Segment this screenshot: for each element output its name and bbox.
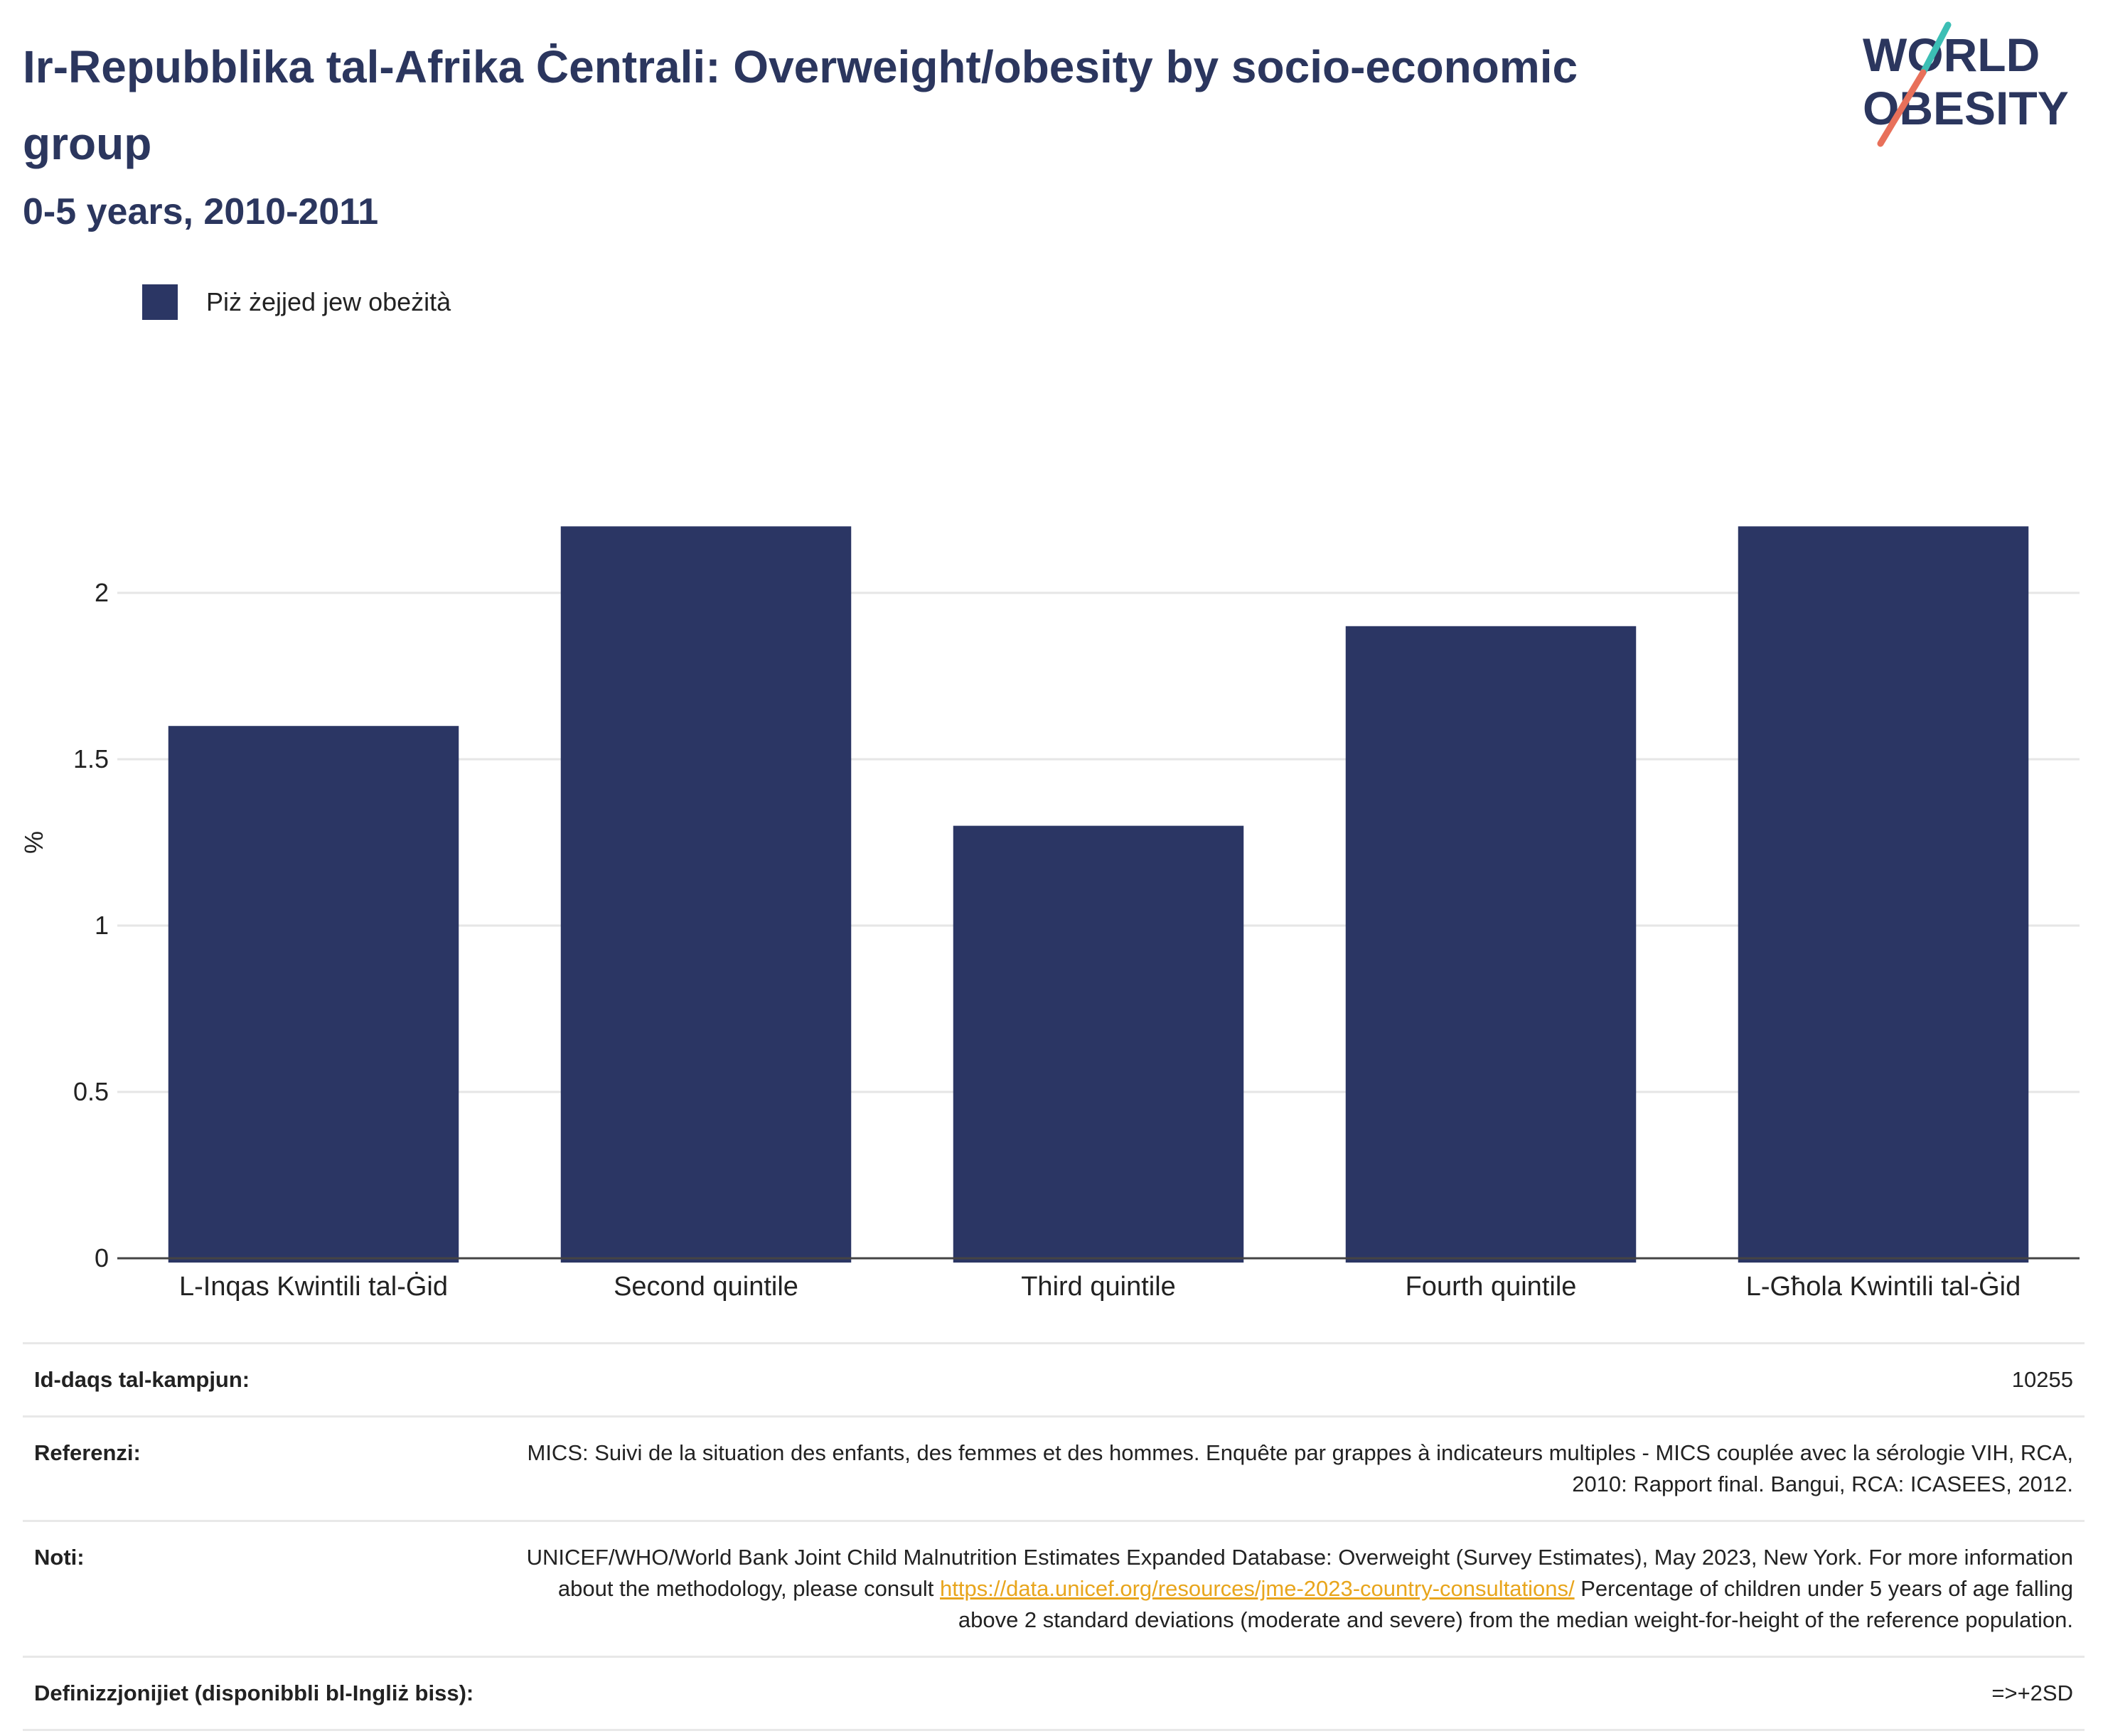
y-tick-label: 0.5 <box>73 1077 109 1106</box>
x-tick-labels: L-Inqas Kwintili tal-Ġid Second quintile T… <box>179 1270 2021 1302</box>
bar <box>168 726 459 1263</box>
y-tick-label: 1.5 <box>73 744 109 773</box>
info-row-references: Referenzi: MICS: Suivi de la situation d… <box>23 1415 2085 1520</box>
world-obesity-logo: WORLD OBESITY <box>1863 21 2069 147</box>
bar <box>1738 526 2029 1263</box>
definitions-label: Definizzjonijiet (disponibbli bl-Ingliż … <box>34 1681 474 1705</box>
sample-size-label: Id-daqs tal-kampjun: <box>34 1367 250 1392</box>
x-tick-label: Fourth quintile <box>1406 1272 1577 1302</box>
notes-value: UNICEF/WHO/World Bank Joint Child Malnut… <box>509 1542 2073 1636</box>
chart-title: Ir-Repubblika tal-Afrika Ċentrali: Overw… <box>23 41 1578 169</box>
sample-size-value: 10255 <box>2011 1367 2073 1392</box>
x-tick-label: L-Għola Kwintili tal-Ġid <box>1746 1270 2021 1302</box>
notes-text-after: Percentage of children under 5 years of … <box>958 1576 2073 1632</box>
legend-swatch <box>142 284 178 320</box>
info-row-definitions: Definizzjonijiet (disponibbli bl-Ingliż … <box>23 1656 2085 1731</box>
bar <box>560 526 852 1263</box>
notes-link[interactable]: https://data.unicef.org/resources/jme-20… <box>940 1576 1575 1601</box>
logo-slash-teal <box>1920 21 1952 76</box>
x-tick-label: Second quintile <box>614 1272 798 1302</box>
definitions-value: =>+2SD <box>1991 1681 2073 1705</box>
info-row-sample-size: Id-daqs tal-kampjun: 10255 <box>23 1342 2085 1415</box>
notes-text-before: UNICEF/WHO/World Bank Joint Child Malnut… <box>526 1545 2073 1601</box>
bar-chart: 0 0.5 1 1.5 2 L-Inqas Kwintili tal-Ġid Second… <box>19 526 2080 1302</box>
x-tick-label: L-Inqas Kwintili tal-Ġid <box>179 1270 448 1302</box>
y-tick-label: 2 <box>95 578 109 607</box>
y-tick-label: 1 <box>95 911 109 940</box>
y-tick-labels: 0 0.5 1 1.5 2 <box>73 578 109 1272</box>
chart-subtitle: 0-5 years, 2010-2011 <box>23 191 379 232</box>
references-label: Referenzi: <box>34 1440 141 1465</box>
y-axis-label: % <box>19 831 48 854</box>
info-table: Id-daqs tal-kampjun: 10255 Referenzi: MI… <box>23 1342 2085 1731</box>
y-tick-label: 0 <box>95 1243 109 1272</box>
legend[interactable]: Piż żejjed jew obeżità <box>142 284 451 320</box>
x-tick-label: Third quintile <box>1021 1272 1176 1302</box>
bars <box>168 526 2029 1263</box>
bar <box>1345 626 1637 1263</box>
logo-line2: OBESITY <box>1863 82 2069 134</box>
legend-label: Piż żejjed jew obeżità <box>206 287 451 316</box>
info-row-notes: Noti: UNICEF/WHO/World Bank Joint Child … <box>23 1520 2085 1656</box>
logo-line1: WORLD <box>1863 28 2040 81</box>
bar <box>953 825 1244 1263</box>
references-value: MICS: Suivi de la situation des enfants,… <box>527 1440 2074 1496</box>
logo-slash-coral <box>1877 69 1927 147</box>
notes-label: Noti: <box>34 1545 85 1570</box>
